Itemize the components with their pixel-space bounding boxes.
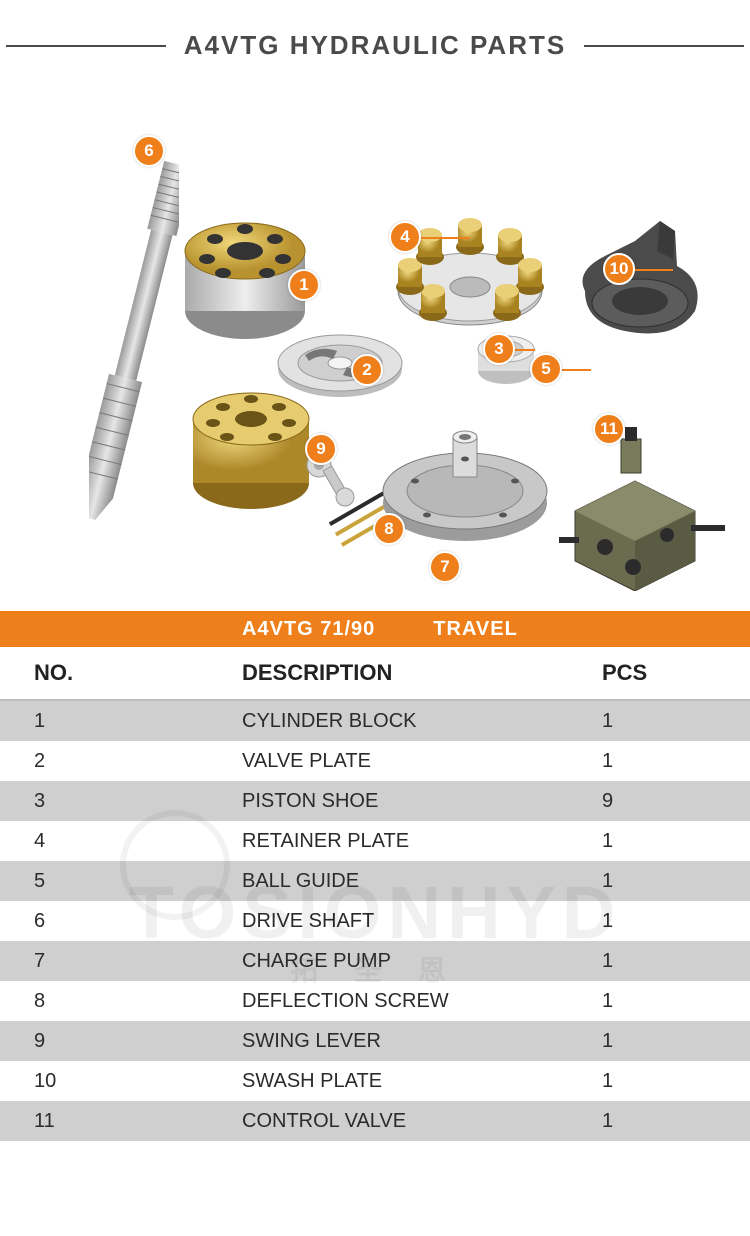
banner-model: A4VTG 71/90 — [242, 618, 375, 641]
cell-no: 5 — [0, 870, 242, 893]
table-row: 2VALVE PLATE1 — [0, 741, 750, 781]
parts-diagram: 1 2 3 4 5 6 78 9 10 11 — [25, 131, 725, 611]
part-brass-block — [181, 371, 321, 531]
part-marker-4: 4 — [389, 221, 421, 253]
cell-desc: BALL GUIDE — [242, 870, 592, 893]
cell-no: 3 — [0, 790, 242, 813]
page-title: A4VTG HYDRAULIC PARTS — [184, 30, 566, 61]
cell-pcs: 1 — [592, 870, 750, 893]
page-title-bar: A4VTG HYDRAULIC PARTS — [0, 0, 750, 61]
table-row: 3PISTON SHOE9 — [0, 781, 750, 821]
table-row: 4RETAINER PLATE1 — [0, 821, 750, 861]
cell-desc: SWING LEVER — [242, 1030, 592, 1053]
cell-desc: DRIVE SHAFT — [242, 910, 592, 933]
cell-no: 11 — [0, 1110, 242, 1133]
cell-pcs: 1 — [592, 710, 750, 733]
th-pcs: PCS — [592, 660, 750, 686]
cell-desc: CYLINDER BLOCK — [242, 710, 592, 733]
cell-desc: RETAINER PLATE — [242, 830, 592, 853]
marker-leader — [561, 369, 591, 371]
part-marker-2: 2 — [351, 354, 383, 386]
marker-leader — [420, 237, 470, 239]
part-marker-3: 3 — [483, 333, 515, 365]
part-marker-6: 6 — [133, 135, 165, 167]
cell-pcs: 9 — [592, 790, 750, 813]
parts-table: A4VTG 71/90 TRAVEL NO. DESCRIPTION PCS 1… — [0, 611, 750, 1141]
table-row: 7CHARGE PUMP1 — [0, 941, 750, 981]
cell-desc: PISTON SHOE — [242, 790, 592, 813]
cell-no: 1 — [0, 710, 242, 733]
cell-pcs: 1 — [592, 750, 750, 773]
table-banner: A4VTG 71/90 TRAVEL — [0, 611, 750, 647]
part-marker-5: 5 — [530, 353, 562, 385]
banner-tag: TRAVEL — [433, 618, 518, 641]
part-control-valve — [555, 421, 725, 591]
part-drive-shaft — [89, 159, 179, 529]
cell-desc: SWASH PLATE — [242, 1070, 592, 1093]
th-no: NO. — [0, 660, 242, 686]
table-row: 1CYLINDER BLOCK1 — [0, 701, 750, 741]
part-marker-8: 8 — [373, 513, 405, 545]
table-row: 6DRIVE SHAFT1 — [0, 901, 750, 941]
cell-desc: CONTROL VALVE — [242, 1110, 592, 1133]
table-body: 1CYLINDER BLOCK12VALVE PLATE13PISTON SHO… — [0, 701, 750, 1141]
part-marker-11: 11 — [593, 413, 625, 445]
cell-pcs: 1 — [592, 910, 750, 933]
part-marker-10: 10 — [603, 253, 635, 285]
cell-no: 4 — [0, 830, 242, 853]
marker-leader — [633, 269, 673, 271]
cell-no: 7 — [0, 950, 242, 973]
part-retainer-pistons — [385, 191, 555, 351]
table-row: 9SWING LEVER1 — [0, 1021, 750, 1061]
table-header: NO. DESCRIPTION PCS — [0, 647, 750, 701]
cell-no: 6 — [0, 910, 242, 933]
part-marker-9: 9 — [305, 433, 337, 465]
table-row: 11CONTROL VALVE1 — [0, 1101, 750, 1141]
cell-no: 9 — [0, 1030, 242, 1053]
cell-desc: DEFLECTION SCREW — [242, 990, 592, 1013]
cell-pcs: 1 — [592, 1110, 750, 1133]
title-rule-left — [6, 45, 166, 47]
part-swash-plate — [565, 211, 715, 351]
th-desc: DESCRIPTION — [242, 660, 592, 686]
cell-pcs: 1 — [592, 1030, 750, 1053]
title-rule-right — [584, 45, 744, 47]
table-row: 10SWASH PLATE1 — [0, 1061, 750, 1101]
cell-desc: CHARGE PUMP — [242, 950, 592, 973]
cell-pcs: 1 — [592, 830, 750, 853]
cell-no: 8 — [0, 990, 242, 1013]
cell-desc: VALVE PLATE — [242, 750, 592, 773]
cell-pcs: 1 — [592, 950, 750, 973]
cell-no: 2 — [0, 750, 242, 773]
part-marker-7: 7 — [429, 551, 461, 583]
part-marker-1: 1 — [288, 269, 320, 301]
table-row: 8DEFLECTION SCREW1 — [0, 981, 750, 1021]
table-row: 5BALL GUIDE1 — [0, 861, 750, 901]
cell-pcs: 1 — [592, 1070, 750, 1093]
cell-pcs: 1 — [592, 990, 750, 1013]
cell-no: 10 — [0, 1070, 242, 1093]
